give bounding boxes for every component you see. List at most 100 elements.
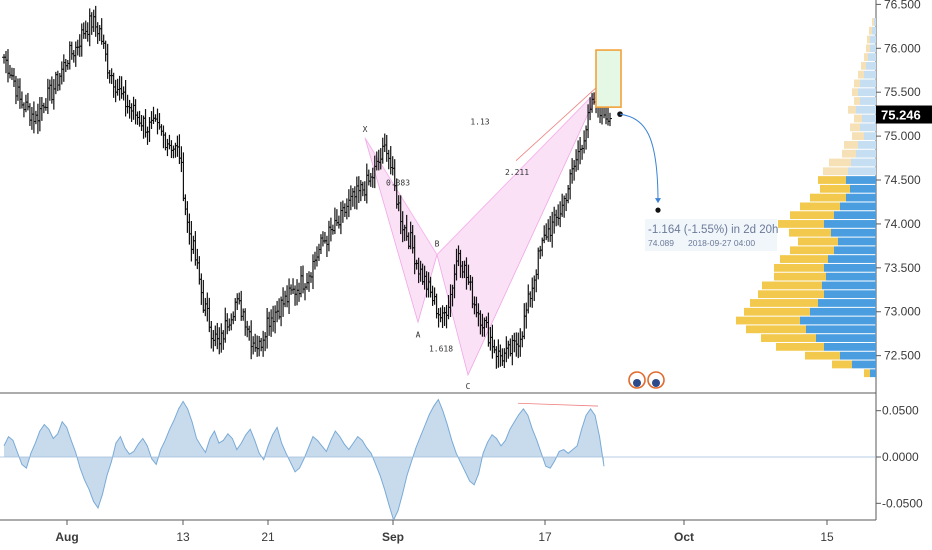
volume-profile-sell-bar bbox=[800, 316, 876, 325]
projection-label-bg bbox=[645, 219, 777, 252]
pattern-ratio-label: 1.13 bbox=[470, 118, 489, 127]
volume-profile-buy-bar bbox=[864, 53, 868, 61]
price-tick-label: 73.000 bbox=[884, 305, 921, 319]
price-tick-label: 75.500 bbox=[884, 85, 921, 99]
projection: -1.164 (-1.55%) in 2d 20h 74.089 2018-09-2… bbox=[617, 111, 778, 252]
volume-profile-sell-bar bbox=[851, 158, 876, 167]
price-bars bbox=[2, 5, 612, 369]
volume-profile-sell-bar bbox=[872, 26, 876, 35]
volume-profile-sell-bar bbox=[806, 325, 876, 334]
volume-profile-sell-bar bbox=[858, 141, 876, 149]
time-tick-label: Aug bbox=[55, 530, 78, 544]
time-tick-label: Oct bbox=[674, 530, 694, 544]
volume-profile-sell-bar bbox=[860, 123, 876, 132]
price-tick-label: 73.500 bbox=[884, 261, 921, 275]
volume-profile-sell-bar bbox=[870, 44, 876, 53]
oscillator-pane bbox=[0, 398, 876, 522]
pattern-point-label: C bbox=[466, 382, 471, 391]
volume-profile-sell-bar bbox=[856, 149, 876, 158]
target-zone-box[interactable] bbox=[595, 49, 622, 108]
volume-profile-sell-bar bbox=[834, 246, 876, 255]
time-tick-label: 15 bbox=[820, 530, 834, 544]
time-tick-label: 13 bbox=[176, 530, 190, 544]
pattern-ratio-label: 0.383 bbox=[386, 178, 410, 187]
volume-profile-sell-bar bbox=[824, 342, 876, 351]
volume-profile-sell-bar bbox=[840, 202, 876, 211]
volume-profile-buy-bar bbox=[854, 114, 862, 123]
pattern-point-label: A bbox=[416, 330, 421, 339]
pattern-ratio-label: 1.618 bbox=[429, 344, 453, 353]
volume-profile-buy-bar bbox=[861, 61, 866, 70]
volume-profile-sell-bar bbox=[828, 255, 876, 263]
current-price-label: 75.246 bbox=[881, 108, 921, 123]
volume-profile-sell-bar bbox=[824, 263, 876, 272]
volume-profile-buy-bar bbox=[872, 18, 874, 26]
volume-profile-sell-bar bbox=[860, 97, 876, 105]
projection-target-text: 74.089 bbox=[648, 238, 674, 248]
volume-profile-buy-bar bbox=[844, 141, 858, 149]
volume-profile-buy-bar bbox=[850, 123, 860, 132]
osc-tick-label: 0.0500 bbox=[882, 404, 919, 418]
volume-profile-buy-bar bbox=[867, 35, 870, 44]
divergence-line-oscillator bbox=[517, 402, 599, 407]
volume-profile-buy-bar bbox=[818, 176, 846, 184]
current-price-badge bbox=[876, 105, 932, 124]
volume-profile-sell-bar bbox=[852, 360, 876, 369]
volume-profile-sell-bar bbox=[838, 237, 876, 246]
volume-profile-sell-bar bbox=[824, 290, 876, 299]
volume-profile-buy-bar bbox=[746, 325, 806, 334]
pattern-point-label: X bbox=[363, 125, 368, 134]
divergence-line-price bbox=[515, 87, 597, 161]
volume-profile-sell-bar bbox=[824, 220, 876, 228]
volume-profile-buy-bar bbox=[780, 255, 828, 263]
projection-date-text: 2018-09-27 04:00 bbox=[688, 238, 755, 248]
volume-profile-sell-bar bbox=[850, 184, 876, 193]
target-box[interactable] bbox=[595, 49, 622, 108]
volume-profile-buy-bar bbox=[790, 246, 834, 255]
volume-profile-buy-bar bbox=[842, 149, 856, 158]
volume-profile-sell-bar bbox=[831, 228, 876, 237]
volume-profile-buy-bar bbox=[829, 158, 851, 167]
projection-arrowhead bbox=[655, 198, 661, 204]
volume-profile-buy-bar bbox=[810, 193, 846, 202]
volume-profile-buy-bar bbox=[774, 263, 824, 272]
event-marker-flag bbox=[652, 379, 660, 387]
volume-profile-sell-bar bbox=[856, 105, 876, 114]
volume-profile-buy-bar bbox=[848, 105, 856, 114]
volume-profile-buy-bar bbox=[832, 360, 852, 369]
volume-profile-sell-bar bbox=[822, 281, 876, 290]
projection-end-dot bbox=[655, 207, 661, 213]
projection-change-text: -1.164 (-1.55%) in 2d 20h bbox=[648, 224, 778, 236]
volume-profile-buy-bar bbox=[823, 167, 848, 176]
volume-profile-buy-bar bbox=[774, 272, 826, 281]
volume-profile-sell-bar bbox=[818, 299, 876, 307]
volume-profile-sell-bar bbox=[868, 53, 876, 61]
price-tick-label: 76.000 bbox=[884, 41, 921, 55]
volume-profile-buy-bar bbox=[805, 351, 840, 360]
osc-tick-label: 0.0000 bbox=[882, 450, 919, 464]
volume-profile-buy-bar bbox=[750, 299, 818, 307]
volume-profile-buy-bar bbox=[798, 237, 838, 246]
volume-profile-sell-bar bbox=[816, 334, 876, 342]
oscillator-line bbox=[3, 398, 605, 522]
volume-profile-buy-bar bbox=[852, 132, 864, 141]
volume-profile-sell-bar bbox=[860, 79, 876, 88]
volume-profile-buy-bar bbox=[762, 281, 822, 290]
volume-profile-buy-bar bbox=[858, 70, 864, 79]
volume-profile-sell-bar bbox=[866, 61, 876, 70]
event-marker-flag bbox=[633, 379, 641, 387]
volume-profile-sell-bar bbox=[864, 132, 876, 141]
volume-profile-buy-bar bbox=[864, 369, 870, 378]
volume-profile-buy-bar bbox=[758, 290, 824, 299]
axes: 76.500 76.000 75.500 75.000 74.500 74.000 73.5… bbox=[55, 0, 932, 544]
volume-profile-buy-bar bbox=[854, 97, 860, 105]
price-tick-label: 72.500 bbox=[884, 349, 921, 363]
volume-profile-sell-bar bbox=[874, 18, 876, 26]
volume-profile-sell-bar bbox=[862, 114, 876, 123]
volume-profile-buy-bar bbox=[800, 202, 840, 211]
volume-profile-sell-bar bbox=[870, 369, 876, 378]
volume-profile-buy-bar bbox=[761, 334, 816, 342]
volume-profile-sell-bar bbox=[810, 307, 876, 316]
volume-profile-sell-bar bbox=[826, 272, 876, 281]
